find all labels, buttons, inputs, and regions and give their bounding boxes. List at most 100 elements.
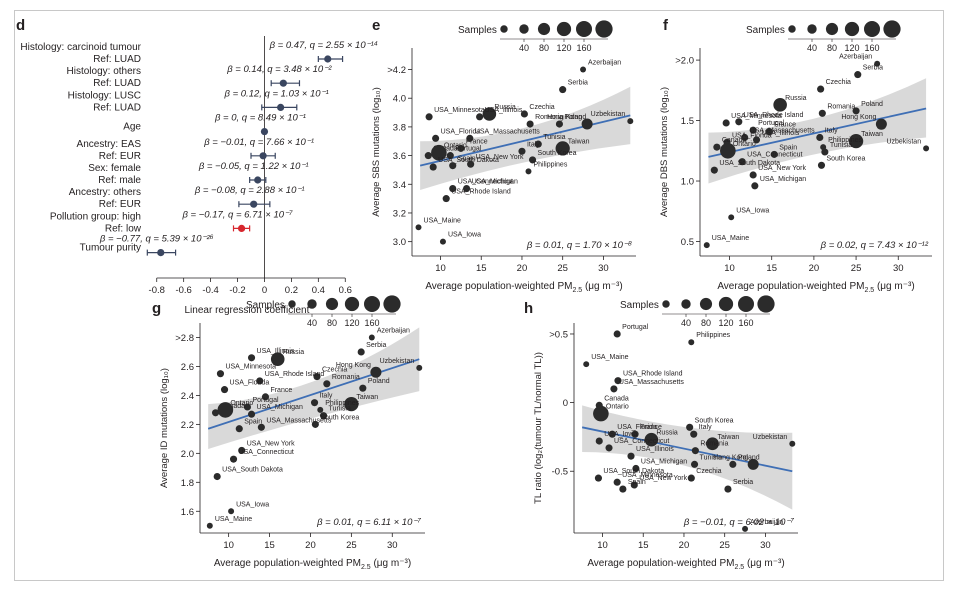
data-point-label: Italy bbox=[320, 393, 333, 400]
x-tick-label: 15 bbox=[638, 540, 649, 551]
x-tick-label: 0.2 bbox=[285, 285, 298, 296]
data-point-label: USA_South Dakota bbox=[222, 467, 283, 474]
x-axis-label: Average population-weighted PM2.5 (μg m⁻… bbox=[717, 281, 914, 294]
row-ref-label: Ref: male bbox=[98, 175, 141, 186]
data-point-label: Spain bbox=[458, 156, 476, 163]
y-axis-label: TL ratio (log₂(tumour TL/normal TL)) bbox=[533, 352, 544, 504]
row-label: Histology: carcinoid tumour bbox=[20, 42, 141, 53]
data-point bbox=[789, 440, 796, 447]
data-point-label: USA_South Dakota bbox=[603, 468, 664, 475]
data-point-label: Azerbaijan bbox=[588, 60, 621, 67]
data-point-label: USA_Maine bbox=[591, 354, 628, 361]
data-point bbox=[368, 334, 375, 341]
y-tick-label: 2.2 bbox=[181, 420, 194, 431]
data-point-label: Philippines bbox=[696, 332, 730, 339]
y-tick-label: >4.2 bbox=[387, 65, 406, 76]
data-point bbox=[311, 420, 319, 428]
data-point bbox=[613, 330, 621, 338]
data-point-label: Philippines bbox=[533, 161, 567, 168]
data-point-label: Ontario bbox=[733, 141, 756, 148]
data-point-label: USA_Connecticut bbox=[458, 179, 513, 186]
data-point-label: Taiwan bbox=[861, 131, 883, 138]
row-label: Sex: female bbox=[88, 163, 141, 174]
data-point bbox=[580, 66, 587, 73]
row-label: Ancestry: EAS bbox=[77, 139, 142, 150]
y-axis-label: Average DBS mutations (log₁₀) bbox=[659, 87, 670, 217]
data-point bbox=[631, 430, 639, 438]
data-point-label: USA_Minnesota bbox=[622, 472, 673, 479]
data-point-label: France bbox=[774, 121, 796, 128]
data-point-label: Ontario bbox=[230, 400, 253, 407]
data-point-label: Romania bbox=[700, 441, 728, 448]
samples-legend-title: Samples bbox=[746, 25, 785, 36]
x-tick-label: -0.6 bbox=[175, 285, 191, 296]
data-point bbox=[555, 120, 563, 128]
row-label: Tumour purity bbox=[80, 243, 141, 254]
data-point-label: USA_Minnesota bbox=[225, 364, 276, 371]
x-tick-label: 0.6 bbox=[339, 285, 352, 296]
data-point bbox=[228, 508, 235, 515]
x-tick-label: 30 bbox=[598, 263, 609, 274]
data-point bbox=[691, 447, 699, 455]
x-tick-label: 30 bbox=[387, 540, 398, 551]
data-point-label: France bbox=[466, 138, 488, 145]
data-point-label: Uzbekistan bbox=[886, 138, 921, 145]
x-tick-label: 10 bbox=[597, 540, 608, 551]
x-tick-label: 25 bbox=[719, 540, 730, 551]
data-point-label: USA_Illinois bbox=[762, 130, 800, 137]
data-point bbox=[613, 478, 621, 486]
x-tick-label: 10 bbox=[724, 263, 735, 274]
x-tick-label: 10 bbox=[223, 540, 234, 551]
data-point bbox=[627, 118, 634, 125]
data-point-label: Serbia bbox=[366, 342, 386, 349]
estimate-point bbox=[157, 249, 165, 257]
data-point-label: Czechia bbox=[322, 367, 347, 374]
data-point-label: Uzbekistan bbox=[753, 434, 788, 441]
x-tick-label: 20 bbox=[305, 540, 316, 551]
data-point bbox=[724, 485, 732, 493]
y-tick-label: 3.6 bbox=[393, 151, 406, 162]
samples-legend-dot bbox=[807, 24, 817, 34]
confidence-band bbox=[708, 78, 927, 184]
estimate-point bbox=[259, 152, 267, 160]
samples-legend-dot bbox=[681, 299, 691, 309]
data-point bbox=[528, 156, 537, 164]
samples-legend-dot bbox=[788, 25, 796, 33]
data-point-label: USA_South Dakota bbox=[438, 157, 499, 164]
data-point bbox=[816, 133, 824, 142]
row-stat-text: β = 0, q = 8.49 × 10⁻¹ bbox=[214, 113, 306, 124]
estimate-point bbox=[279, 79, 287, 87]
data-point bbox=[854, 71, 862, 79]
data-point bbox=[518, 147, 526, 155]
estimate-point bbox=[324, 55, 332, 63]
data-point-label: Russia bbox=[283, 349, 305, 356]
panel-f: f Samples 40 80 120 160 10 15 20 25 30 0.5 1.0 1.5 >2.… bbox=[659, 17, 932, 294]
panel-letter-g: g bbox=[152, 300, 161, 317]
data-point bbox=[429, 163, 437, 171]
x-tick-label: -0.4 bbox=[202, 285, 218, 296]
data-point-label: USA_Michigan bbox=[760, 176, 806, 183]
data-point-label: Poland bbox=[368, 378, 390, 385]
data-point-label: Italy bbox=[825, 127, 838, 134]
data-point-label: USA_Iowa bbox=[736, 207, 769, 214]
samples-legend-tick-label: 80 bbox=[327, 318, 337, 328]
data-point bbox=[416, 364, 423, 371]
x-tick-label: 30 bbox=[893, 263, 904, 274]
row-ref-label: Ref: EUR bbox=[99, 151, 141, 162]
data-point-label: Russia bbox=[494, 104, 516, 111]
data-point bbox=[773, 98, 787, 112]
row-stat-text: β = −0.17, q = 6.71 × 10⁻⁷ bbox=[181, 209, 293, 220]
confidence-band bbox=[420, 86, 631, 191]
data-point-label: Czechia bbox=[529, 104, 554, 111]
data-point-label: Azerbaijan bbox=[750, 519, 783, 526]
y-tick-label: 1.6 bbox=[181, 507, 194, 518]
y-tick-label: 2.0 bbox=[181, 449, 194, 460]
estimate-point bbox=[254, 176, 262, 184]
data-point bbox=[415, 224, 422, 231]
row-stat-text: β = −0.77, q = 5.39 × 10⁻²⁶ bbox=[99, 234, 214, 245]
data-point bbox=[457, 144, 465, 152]
samples-legend-dot bbox=[363, 295, 381, 313]
data-point bbox=[247, 410, 256, 418]
regression-line bbox=[207, 358, 420, 430]
samples-legend-dot bbox=[844, 21, 860, 37]
